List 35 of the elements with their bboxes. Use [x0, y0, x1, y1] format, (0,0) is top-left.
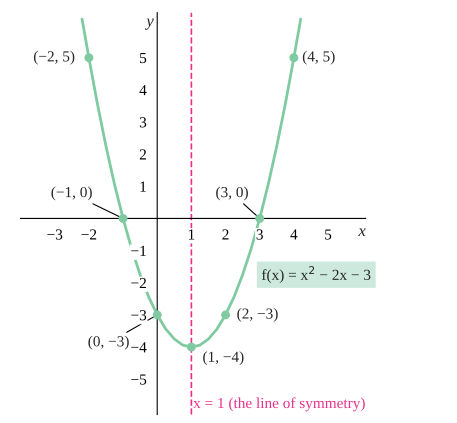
point — [152, 310, 162, 320]
y-tick-label: −5 — [131, 374, 146, 385]
x-tick-label: 1 — [188, 229, 194, 240]
y-tick-label: −3 — [131, 310, 146, 320]
y-tick-label: 1 — [140, 182, 146, 192]
annotation: (2, −3) — [237, 308, 278, 322]
y-tick-label: −2 — [131, 278, 146, 288]
y-tick-label: 3 — [140, 117, 146, 128]
annotation: f(x) = x$^{2}$ − 2x − 3 — [262, 266, 370, 284]
x-tick-label: 5 — [325, 229, 332, 240]
point — [186, 342, 196, 352]
ref-line-label: x = 1 (the line of symmetry) — [193, 397, 365, 412]
x-tick-label: 4 — [290, 229, 298, 240]
point — [289, 53, 298, 62]
x-tick-label: −2 — [82, 229, 96, 240]
x-axis-title: x — [358, 228, 366, 236]
annotation: (4, 5) — [302, 50, 335, 65]
point — [255, 214, 264, 223]
y-tick-label: 4 — [139, 85, 147, 96]
annotation: (1, −4) — [203, 351, 244, 366]
annotation: (3, 0) — [216, 186, 248, 200]
point — [84, 53, 94, 62]
x-tick-label: −3 — [47, 229, 62, 240]
y-tick-label: −4 — [131, 342, 147, 352]
y-tick-label: 2 — [140, 149, 146, 160]
x-tick-label: 3 — [256, 229, 263, 240]
y-axis-title: y — [144, 18, 154, 30]
annotation: (−2, 5) — [34, 50, 74, 65]
x-tick-label: 2 — [222, 229, 229, 240]
point — [118, 214, 128, 223]
point — [221, 310, 230, 320]
y-tick-label: 5 — [140, 52, 146, 64]
annotation: (−1, 0) — [51, 186, 92, 200]
y-tick-label: −1 — [131, 246, 146, 256]
annotation: (0, −3) — [88, 336, 129, 350]
